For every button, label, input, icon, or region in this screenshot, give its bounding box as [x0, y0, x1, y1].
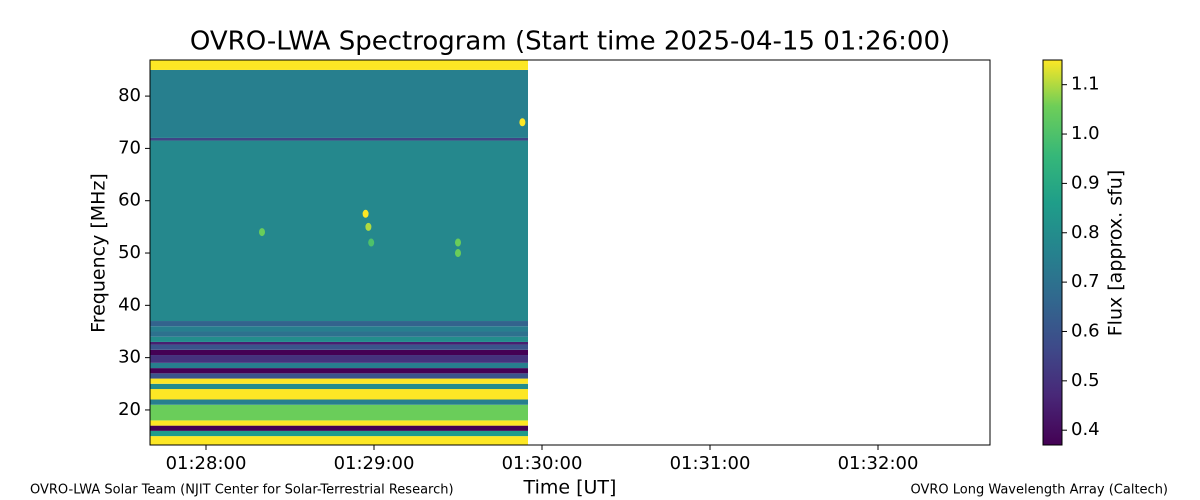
spectrogram-cell [150, 341, 528, 345]
y-tick-label: 20 [118, 399, 141, 420]
x-tick-label: 01:29:00 [334, 453, 415, 474]
colorbar [1042, 59, 1063, 446]
burst [362, 209, 369, 218]
spectrogram-cell [150, 349, 528, 356]
footer-right: OVRO Long Wavelength Array (Caltech) [910, 483, 1168, 498]
burst [365, 222, 372, 231]
spectrogram-cell [150, 362, 528, 369]
colorbar-label: Flux [approx. sfu] [1105, 170, 1127, 337]
y-axis-label: Frequency [MHz] [88, 173, 110, 333]
burst [368, 238, 375, 247]
spectrogram-cell [150, 389, 528, 400]
colorbar-tick-label: 0.9 [1071, 172, 1100, 193]
spectrogram-cell [150, 383, 528, 390]
burst [259, 228, 265, 237]
colorbar-tick-label: 0.5 [1071, 370, 1100, 391]
spectrogram-cell [150, 137, 528, 141]
spectrogram-cell [150, 373, 528, 379]
spectrogram-cell [150, 355, 528, 363]
spectrogram-cell [150, 69, 528, 138]
burst [519, 118, 526, 127]
chart-title: OVRO-LWA Spectrogram (Start time 2025-04… [190, 27, 950, 57]
colorbar-tick-label: 1.1 [1071, 74, 1100, 95]
plot-frame [149, 59, 991, 446]
spectrogram-cell [150, 420, 528, 426]
spectrogram-cell [150, 336, 528, 342]
spectrogram-cell [150, 321, 528, 327]
y-tick-label: 50 [118, 242, 141, 263]
y-tick-label: 70 [118, 137, 141, 158]
spectrogram-cell [150, 60, 528, 70]
spectrogram-cell [150, 344, 528, 350]
y-tick-label: 60 [118, 190, 141, 211]
y-tick-label: 80 [118, 85, 141, 106]
spectrogram-cell [150, 404, 528, 421]
burst [455, 238, 461, 247]
footer-left: OVRO-LWA Solar Team (NJIT Center for Sol… [30, 483, 454, 498]
y-tick-label: 40 [118, 294, 141, 315]
spectrogram-cell [150, 425, 528, 431]
x-axis-label: Time [UT] [523, 477, 617, 499]
colorbar-tick-label: 0.4 [1071, 419, 1100, 440]
spectrogram-cell [150, 378, 528, 384]
spectrogram-cell [150, 326, 528, 332]
spectrogram-cell [150, 399, 528, 405]
x-tick-label: 01:31:00 [670, 453, 751, 474]
colorbar-tick-label: 0.7 [1071, 271, 1100, 292]
x-tick-label: 01:28:00 [166, 453, 247, 474]
spectrogram-cell [150, 368, 528, 374]
y-tick-label: 30 [118, 347, 141, 368]
colorbar-tick-label: 0.8 [1071, 222, 1100, 243]
spectrogram-cell [150, 331, 528, 337]
spectrogram-cell [150, 140, 528, 322]
burst [455, 249, 461, 258]
x-tick-label: 01:30:00 [502, 453, 583, 474]
colorbar-tick-label: 0.6 [1071, 320, 1100, 341]
spectrogram-cell [150, 436, 528, 445]
spectrogram-cell [150, 430, 528, 437]
x-tick-label: 01:32:00 [838, 453, 919, 474]
colorbar-tick-label: 1.0 [1071, 123, 1100, 144]
